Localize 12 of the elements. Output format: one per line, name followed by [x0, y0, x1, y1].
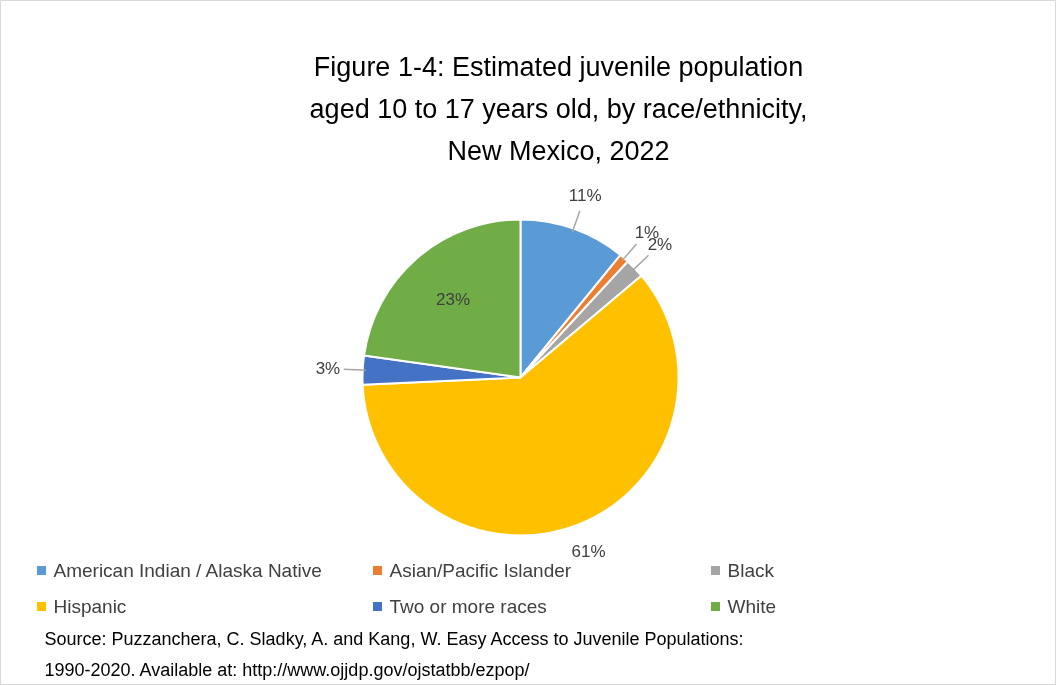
data-label: 61% [571, 541, 606, 561]
legend-label: White [727, 596, 777, 617]
legend-label: Two or more races [389, 596, 547, 617]
data-label: 3% [315, 359, 341, 379]
legend-label: Black [727, 560, 775, 581]
legend-label: Asian/Pacific Islander [389, 560, 572, 581]
data-label: 23% [436, 290, 471, 310]
data-label: 11% [568, 186, 602, 206]
legend-label: American Indian / Alaska Native [53, 560, 322, 581]
legend-label: Hispanic [53, 596, 127, 617]
source-note: Source: Puzzanchera, C. Sladky, A. and Kang, W. Easy Access to Juvenile Populations: 1990-2020. Available at: http://www.ojjdp.gov/ojstatbb/ezpop/ [44, 628, 744, 680]
chart-title: Figure 1-4: Estimated juvenile population aged 10 to 17 years old, by race/ethnicity, New Mexico, 2022 [309, 51, 808, 166]
